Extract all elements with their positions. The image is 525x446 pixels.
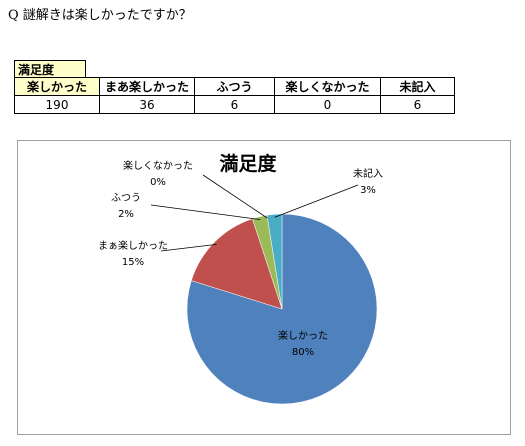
leader-line	[202, 174, 268, 219]
chart-title: 満足度	[219, 152, 277, 175]
table-header-row: 楽しかった まあ楽しかった ふつう 楽しくなかった 未記入	[14, 77, 455, 96]
pie-slice-group	[191, 218, 283, 310]
slice-label: ふつう	[111, 192, 141, 204]
slice-percent-label: 80%	[292, 347, 314, 358]
pie-slice	[266, 213, 283, 310]
table-header-cell: 楽しかった	[14, 77, 100, 96]
pie-chart: 満足度 楽しかった 80% まぁ楽しかった 15% ふつう 2% 楽しくなかった 0% 未記入 3…	[98, 152, 383, 405]
chart-frame: 満足度 楽しかった 80% まぁ楽しかった 15% ふつう 2% 楽しくなかった 0% 未記入 3…	[17, 140, 511, 435]
slice-percent-label: 3%	[360, 185, 376, 196]
table-row: 190 36 6 0 6	[14, 95, 455, 114]
satisfaction-table: 楽しかった まあ楽しかった ふつう 楽しくなかった 未記入 190 36 6 0…	[14, 77, 455, 114]
table-cell: 6	[380, 95, 455, 114]
leader-line	[150, 204, 261, 220]
table-header-cell: まあ楽しかった	[99, 77, 195, 96]
slice-percent-label: 0%	[150, 177, 166, 188]
leader-line	[274, 184, 359, 218]
pie-slice-group	[266, 213, 283, 310]
slice-label: まぁ楽しかった	[98, 239, 168, 252]
slice-percent-label: 2%	[118, 209, 134, 220]
table-header-cell: 楽しくなかった	[274, 77, 381, 96]
slice-label: 楽しくなかった	[123, 159, 193, 172]
table-cell: 36	[99, 95, 195, 114]
table-cell: 190	[14, 95, 100, 114]
table-cell: 0	[274, 95, 381, 114]
slice-percent-label: 15%	[122, 257, 144, 268]
slice-label: 楽しかった	[278, 329, 328, 342]
table-cell: 6	[194, 95, 275, 114]
slice-label: 未記入	[353, 167, 383, 180]
question-title: Q 謎解きは楽しかったですか？	[8, 8, 192, 23]
table-header-cell: 未記入	[380, 77, 455, 96]
leader-line	[160, 243, 217, 252]
table-title: 満足度	[14, 60, 86, 78]
pie-slice	[191, 218, 283, 310]
table-header-cell: ふつう	[194, 77, 275, 96]
